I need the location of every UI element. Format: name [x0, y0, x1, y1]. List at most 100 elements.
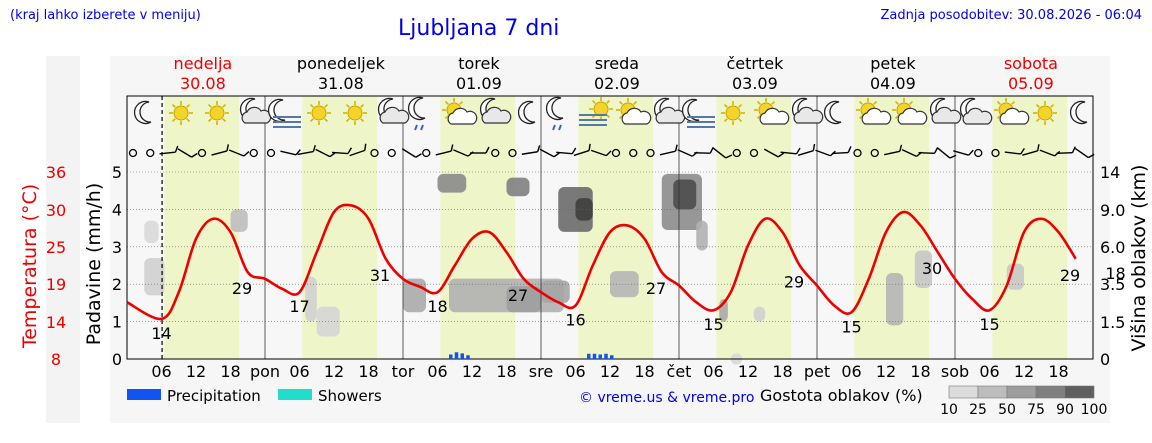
wind-calm [974, 148, 983, 158]
sun-cloud-icon [856, 98, 892, 125]
wind-shaft [918, 152, 935, 154]
precip-bar [604, 353, 608, 359]
region-hint[interactable]: (kraj lahko izberete v meniju) [10, 8, 201, 23]
wind-feather [933, 147, 939, 154]
wind-barb [918, 147, 939, 154]
wind-shaft [280, 150, 297, 156]
cloud-shape [793, 106, 824, 124]
cloud-shape [897, 107, 928, 125]
showers-legend-swatch [278, 389, 312, 400]
wind-shaft [573, 149, 590, 157]
precip-bar [587, 353, 591, 359]
cloud-scale-label: 90 [1056, 402, 1074, 418]
y-right-tick: 0 [1100, 350, 1110, 369]
day-date: 30.08 [180, 74, 226, 93]
wind-feather [553, 152, 560, 158]
day-name: četrtek [726, 54, 784, 73]
cloud-scale-swatch [1035, 385, 1066, 399]
daytime-band [440, 96, 516, 359]
wind-barb [401, 148, 422, 158]
wind-barb [1022, 144, 1040, 156]
x-tick-label: 12 [876, 362, 896, 381]
wind-shaft [937, 147, 951, 159]
wind-calm [732, 148, 741, 158]
x-tick-label: 18 [220, 362, 240, 381]
y-temp-tick: 14 [46, 313, 66, 332]
wind-shaft [832, 151, 849, 155]
wind-feather [1071, 146, 1076, 154]
sun-ray [894, 100, 899, 105]
x-tick-label: 18 [910, 362, 930, 381]
wind-calm [870, 148, 879, 158]
sun-disc [311, 105, 327, 121]
sun-ray [996, 115, 1001, 120]
wind-barb [470, 146, 490, 154]
cloud-scale-swatch [977, 385, 1008, 399]
sun-disc [209, 105, 225, 121]
wind-calm [646, 148, 655, 158]
moon-cloud-icon [959, 97, 993, 125]
wind-calm [422, 148, 431, 158]
precip-legend-label: Precipitation [167, 387, 261, 405]
sun-ray [186, 118, 191, 123]
y-temp-tick: 36 [46, 163, 66, 182]
y-left-tick: 0 [112, 350, 122, 369]
wind-feather [605, 150, 612, 157]
sun-ray [606, 99, 611, 104]
sun-disc [173, 105, 189, 121]
sun-ray [894, 115, 899, 120]
temperature-label: 18 [1105, 264, 1125, 283]
wind-barb [177, 148, 198, 158]
sun-cloud-icon [442, 98, 478, 125]
wind-feather [777, 152, 785, 158]
cloud-patch [914, 250, 932, 288]
wind-barb [953, 149, 974, 156]
y-right-tick: 9.0 [1100, 201, 1125, 220]
x-tick-label: 12 [462, 362, 482, 381]
wind-feather [364, 143, 367, 151]
cloud-scale-label: 100 [1081, 402, 1108, 418]
wind-feather [191, 152, 198, 158]
sun-ray [222, 103, 227, 108]
credit-link[interactable]: © vreme.us & vreme.pro [579, 390, 754, 406]
sun-ray [171, 118, 176, 123]
cloud-patch [753, 306, 766, 322]
wind-barb [797, 143, 816, 157]
wind-shaft [401, 148, 417, 158]
wind-feather [226, 144, 230, 152]
y-right-axis-label: Višina oblakov (km) [1128, 165, 1150, 352]
x-tick-label: 06 [427, 362, 447, 381]
wind-shaft [1056, 152, 1073, 154]
x-tick-label: 12 [738, 362, 758, 381]
wind-shaft [315, 148, 331, 158]
wind-calm [266, 148, 276, 158]
moon-shape [407, 96, 426, 121]
sun-cloud-icon [994, 98, 1030, 125]
wind-shaft [953, 150, 969, 156]
day-date: 04.09 [870, 74, 916, 93]
wind-barb [349, 143, 367, 157]
wind-barb [331, 147, 352, 155]
sun-ray [756, 100, 761, 105]
cloud-scale-swatch [1006, 385, 1037, 399]
wind-calm [128, 148, 138, 158]
rain-drop [420, 124, 424, 131]
cloud-shape [481, 106, 512, 124]
sun-disc [725, 105, 741, 121]
sun-ray [771, 100, 776, 105]
wind-shaft [331, 151, 349, 155]
sun-ray [858, 115, 863, 120]
wind-feather [536, 145, 541, 152]
x-tick-label: tor [392, 362, 415, 381]
cloud-patch [886, 272, 904, 326]
fog-moon-icon [267, 98, 301, 128]
wind-shaft [763, 148, 779, 158]
wind-barb [228, 149, 250, 157]
x-tick-label: 18 [634, 362, 654, 381]
showers-legend-label: Showers [318, 387, 382, 405]
wind-barb [573, 143, 591, 157]
sun-ray [222, 118, 227, 123]
cloud-scale-swatch [1064, 385, 1095, 399]
wind-feather [295, 149, 301, 156]
wind-barb [937, 147, 957, 159]
